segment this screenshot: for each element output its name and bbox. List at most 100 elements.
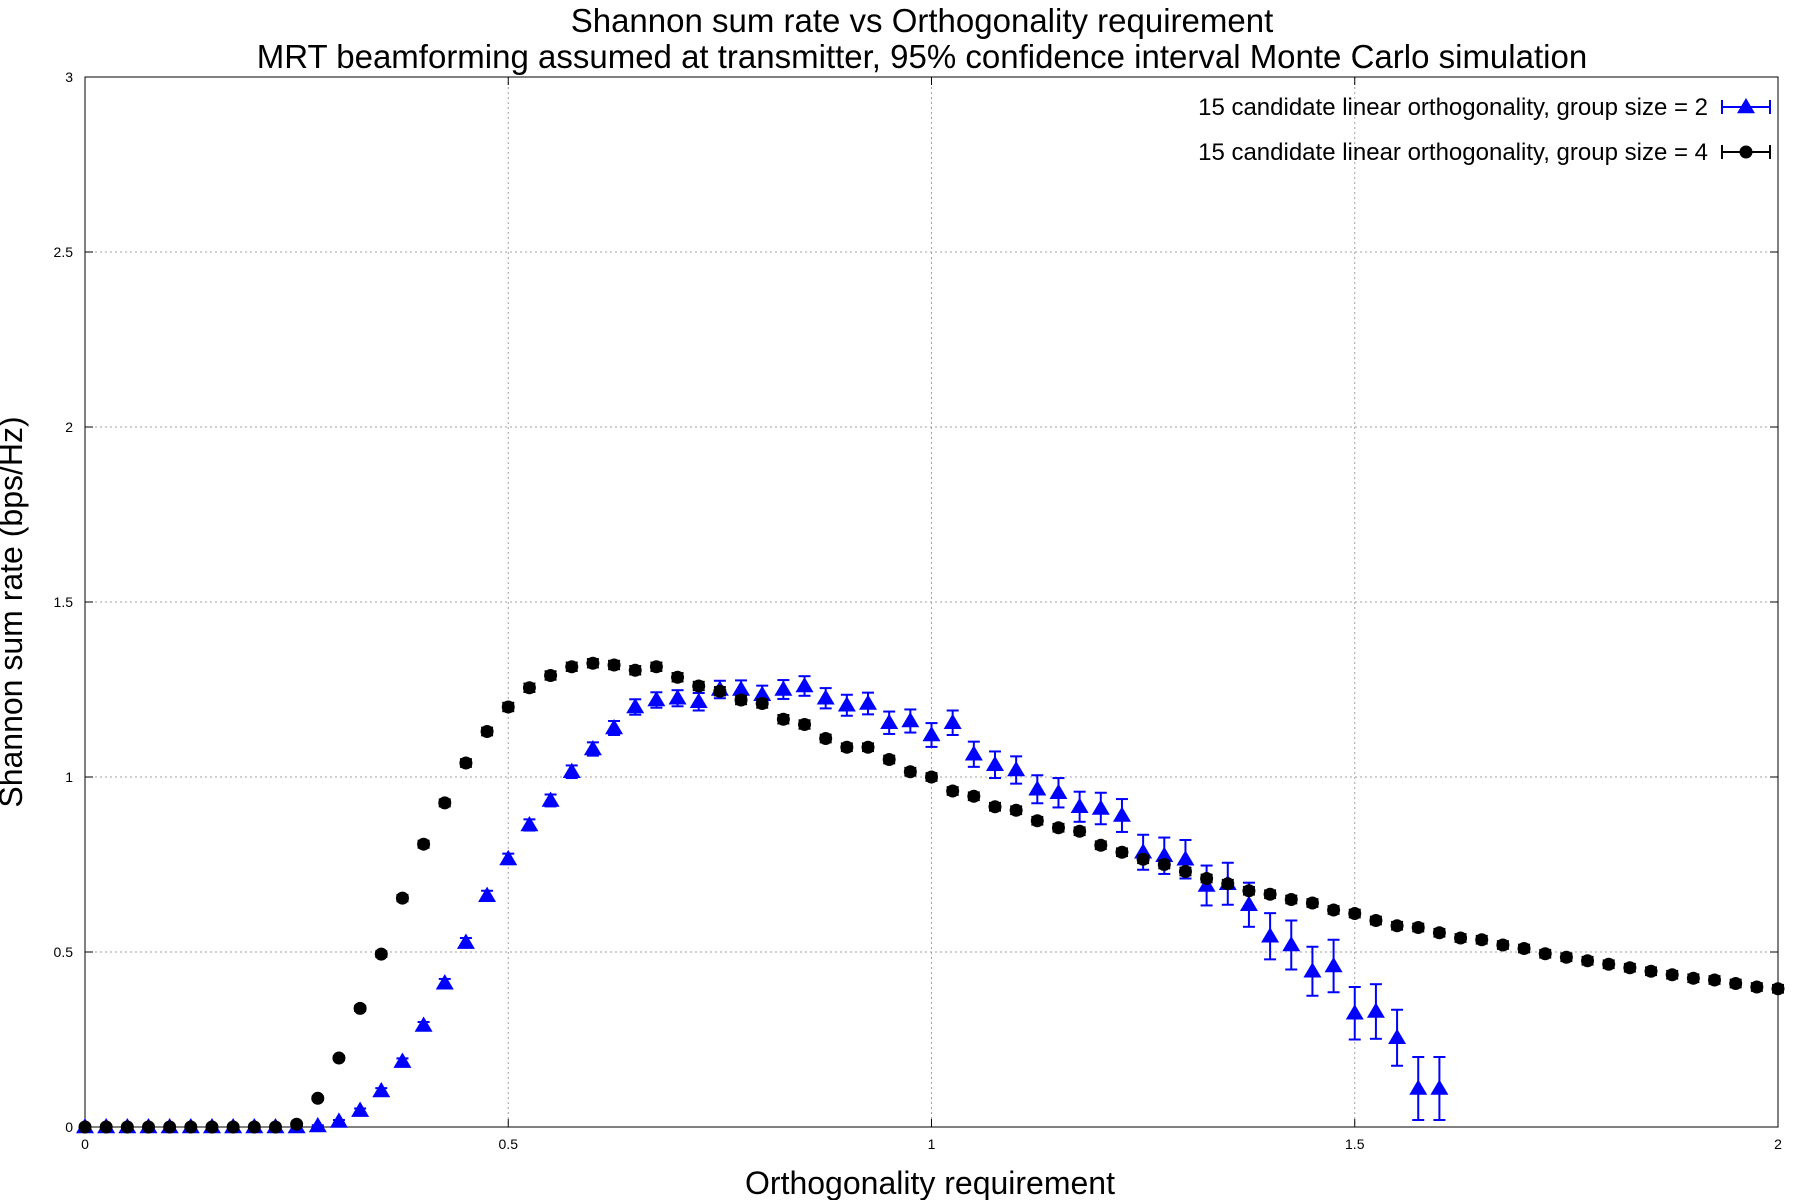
data-point xyxy=(544,669,558,682)
x-tick-label: 1 xyxy=(928,1136,936,1152)
x-tick-label: 2 xyxy=(1774,1136,1782,1152)
data-point xyxy=(1282,936,1301,952)
data-point xyxy=(1475,933,1489,947)
data-point xyxy=(1496,938,1510,952)
data-point xyxy=(1073,824,1087,838)
data-point xyxy=(988,800,1002,814)
data-point xyxy=(1009,803,1023,817)
data-point xyxy=(99,1120,113,1134)
data-point xyxy=(414,1016,433,1032)
data-point xyxy=(501,700,515,714)
data-point xyxy=(925,770,938,784)
data-point xyxy=(1581,954,1595,968)
y-tick-label: 2.5 xyxy=(54,244,74,260)
data-point xyxy=(247,1120,261,1134)
data-point xyxy=(1051,821,1065,835)
data-point xyxy=(205,1120,219,1134)
legend-marker xyxy=(1739,145,1753,159)
data-point xyxy=(586,656,600,670)
data-point xyxy=(1263,887,1277,901)
data-point xyxy=(1750,980,1764,994)
data-point xyxy=(1348,907,1362,920)
chart-title: Shannon sum rate vs Orthogonality requir… xyxy=(571,2,1274,39)
data-point xyxy=(393,1052,412,1068)
axis-ticks: 0 0.5 1 1.5 2 0 0.5 1 1.5 2 2.5 3 xyxy=(54,69,1783,1152)
data-point xyxy=(372,1081,391,1098)
data-point xyxy=(1327,903,1341,917)
data-point xyxy=(1094,838,1108,852)
data-point xyxy=(332,1051,346,1065)
data-point xyxy=(1028,780,1047,796)
data-point xyxy=(290,1117,304,1131)
data-point xyxy=(499,849,518,866)
data-point xyxy=(351,1101,370,1117)
x-tick-label: 1.5 xyxy=(1345,1136,1365,1152)
data-point xyxy=(1305,896,1319,910)
y-axis-label: Shannon sum rate (bps/Hz) xyxy=(0,416,29,807)
data-point xyxy=(184,1120,198,1134)
data-point xyxy=(1644,964,1658,978)
data-point xyxy=(880,713,899,730)
data-point xyxy=(1665,968,1679,982)
data-point xyxy=(689,692,708,709)
y-tick-label: 3 xyxy=(65,69,73,85)
series-2 xyxy=(78,656,1785,1134)
data-point xyxy=(353,1001,367,1015)
data-point xyxy=(1261,927,1280,943)
data-point xyxy=(520,815,539,832)
data-point xyxy=(565,660,579,674)
data-point xyxy=(308,1116,327,1133)
data-point xyxy=(1049,783,1068,800)
data-point xyxy=(798,718,812,731)
data-point xyxy=(583,740,602,756)
data-point xyxy=(1686,971,1700,985)
data-point xyxy=(840,740,854,754)
data-point xyxy=(120,1120,134,1134)
data-point xyxy=(605,719,624,735)
data-point xyxy=(1538,947,1552,961)
y-tick-label: 0 xyxy=(65,1119,73,1135)
data-point xyxy=(1409,1079,1428,1095)
data-point xyxy=(78,1120,92,1134)
data-point xyxy=(1091,799,1110,815)
data-point xyxy=(329,1112,348,1128)
data-point xyxy=(1708,973,1722,987)
legend-marker xyxy=(1737,98,1755,114)
data-point xyxy=(901,712,920,728)
data-point xyxy=(141,1120,155,1134)
data-point xyxy=(1221,877,1235,891)
data-point xyxy=(1157,858,1171,871)
data-point xyxy=(668,689,687,705)
data-point xyxy=(671,670,685,684)
data-point xyxy=(438,796,452,810)
data-point xyxy=(1324,957,1343,973)
data-point xyxy=(478,886,497,902)
data-point xyxy=(1432,926,1446,940)
data-point xyxy=(1517,942,1531,955)
data-point xyxy=(459,756,473,770)
data-point xyxy=(964,745,983,761)
data-point xyxy=(922,726,941,742)
data-point xyxy=(1176,850,1195,866)
data-point xyxy=(837,696,856,712)
x-tick-label: 0.5 xyxy=(499,1136,519,1152)
data-point xyxy=(522,681,536,695)
data-point xyxy=(480,725,494,738)
data-point xyxy=(374,947,388,961)
data-point xyxy=(985,755,1004,772)
data-point xyxy=(649,660,663,674)
data-point xyxy=(755,697,769,710)
data-point xyxy=(647,691,666,707)
x-axis-label: Orthogonality requirement xyxy=(745,1165,1115,1200)
data-point xyxy=(417,837,431,851)
data-point xyxy=(1239,895,1258,912)
data-point xyxy=(943,713,962,730)
data-point xyxy=(692,679,706,693)
data-point xyxy=(268,1120,282,1134)
data-point xyxy=(1070,797,1089,814)
data-point xyxy=(1136,852,1150,866)
data-point xyxy=(1200,872,1214,885)
data-point xyxy=(732,680,751,696)
data-point xyxy=(967,789,981,803)
